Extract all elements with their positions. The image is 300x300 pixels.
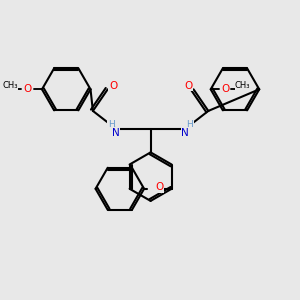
Text: H: H: [108, 120, 115, 129]
Text: H: H: [187, 120, 194, 129]
Text: O: O: [109, 81, 117, 91]
Text: O: O: [155, 182, 163, 192]
Text: O: O: [184, 81, 192, 91]
Text: CH₃: CH₃: [2, 81, 18, 90]
Text: O: O: [221, 84, 230, 94]
Text: N: N: [112, 128, 120, 138]
Text: CH₃: CH₃: [235, 81, 250, 90]
Text: O: O: [23, 84, 31, 94]
Text: N: N: [182, 128, 189, 138]
